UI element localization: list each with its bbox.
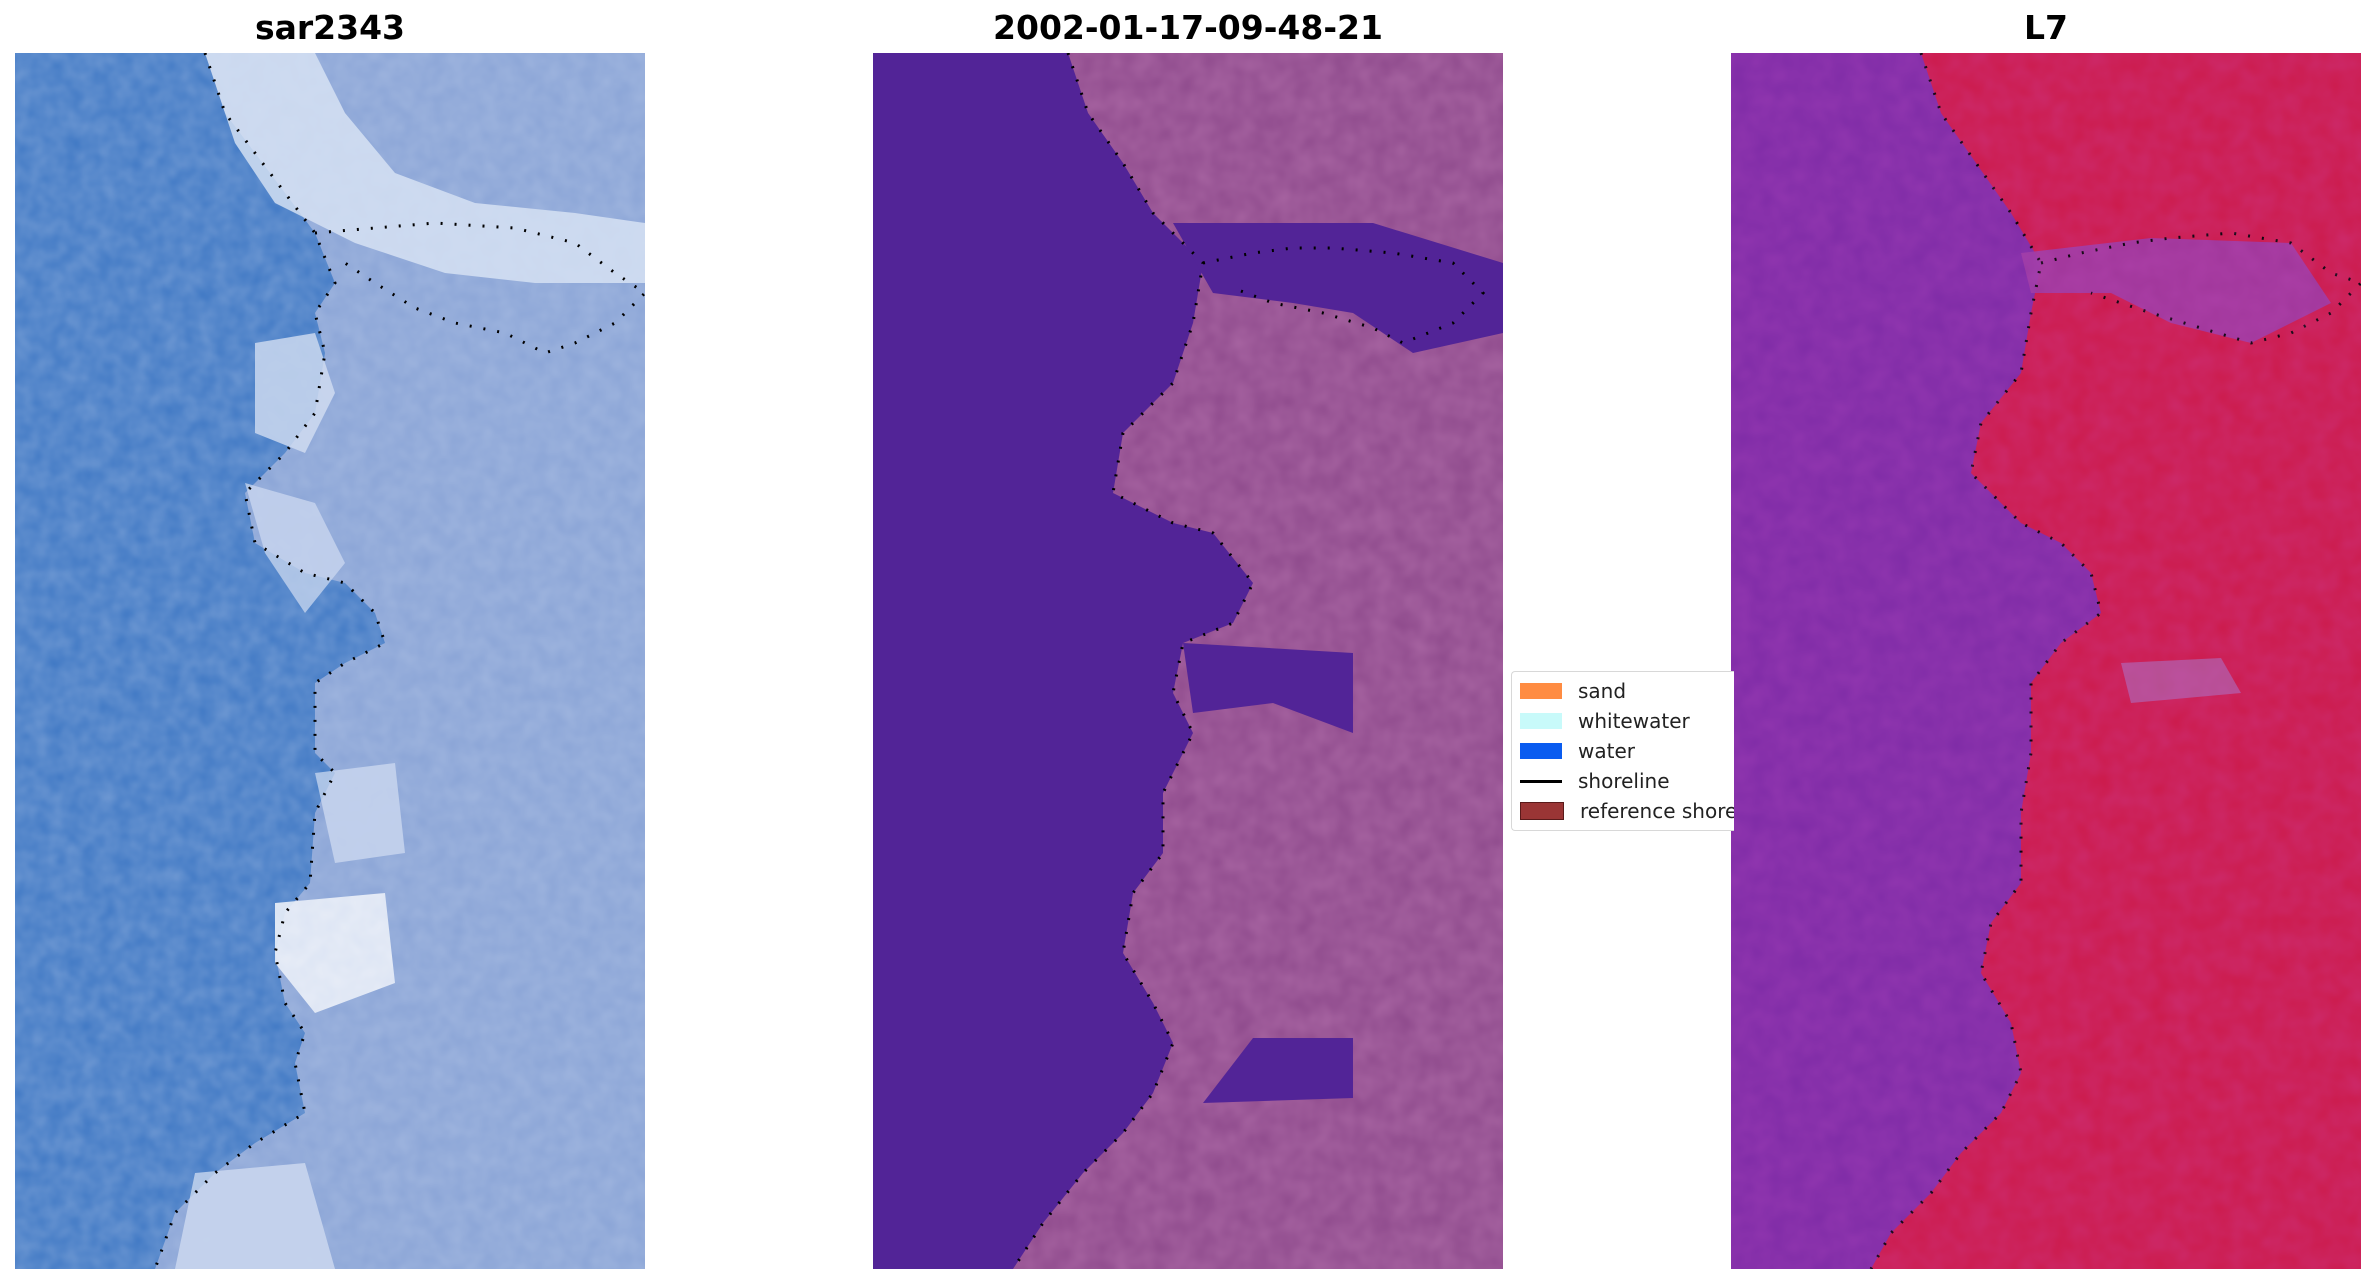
rgb-image bbox=[15, 53, 645, 1269]
legend-item-whitewater: whitewater bbox=[1520, 707, 1690, 735]
panel-title-index: L7 bbox=[2024, 8, 2068, 47]
legend-swatch-reference-shoreline bbox=[1520, 802, 1564, 820]
panel-title-rgb: sar2343 bbox=[254, 8, 406, 47]
legend: sand whitewater water shoreline referenc… bbox=[1511, 671, 1734, 831]
legend-swatch-whitewater bbox=[1520, 713, 1562, 729]
legend-item-sand: sand bbox=[1520, 677, 1626, 705]
legend-item-reference-shoreline: reference shoreline bbox=[1520, 797, 1734, 825]
legend-label-shoreline: shoreline bbox=[1578, 769, 1670, 793]
legend-item-shoreline: shoreline bbox=[1520, 767, 1670, 795]
classification-image bbox=[873, 53, 1503, 1269]
classification-panel bbox=[873, 53, 1503, 1269]
legend-swatch-shoreline bbox=[1520, 773, 1562, 789]
legend-label-whitewater: whitewater bbox=[1578, 709, 1690, 733]
index-panel bbox=[1731, 53, 2361, 1269]
legend-item-water: water bbox=[1520, 737, 1635, 765]
legend-swatch-water bbox=[1520, 743, 1562, 759]
legend-label-reference-shoreline: reference shoreline bbox=[1580, 799, 1734, 823]
rgb-image-panel bbox=[15, 53, 645, 1269]
legend-label-water: water bbox=[1578, 739, 1635, 763]
legend-label-sand: sand bbox=[1578, 679, 1627, 703]
panel-title-classification: 2002-01-17-09-48-21 bbox=[993, 8, 1383, 47]
index-image bbox=[1731, 53, 2361, 1269]
legend-swatch-sand bbox=[1520, 683, 1562, 699]
